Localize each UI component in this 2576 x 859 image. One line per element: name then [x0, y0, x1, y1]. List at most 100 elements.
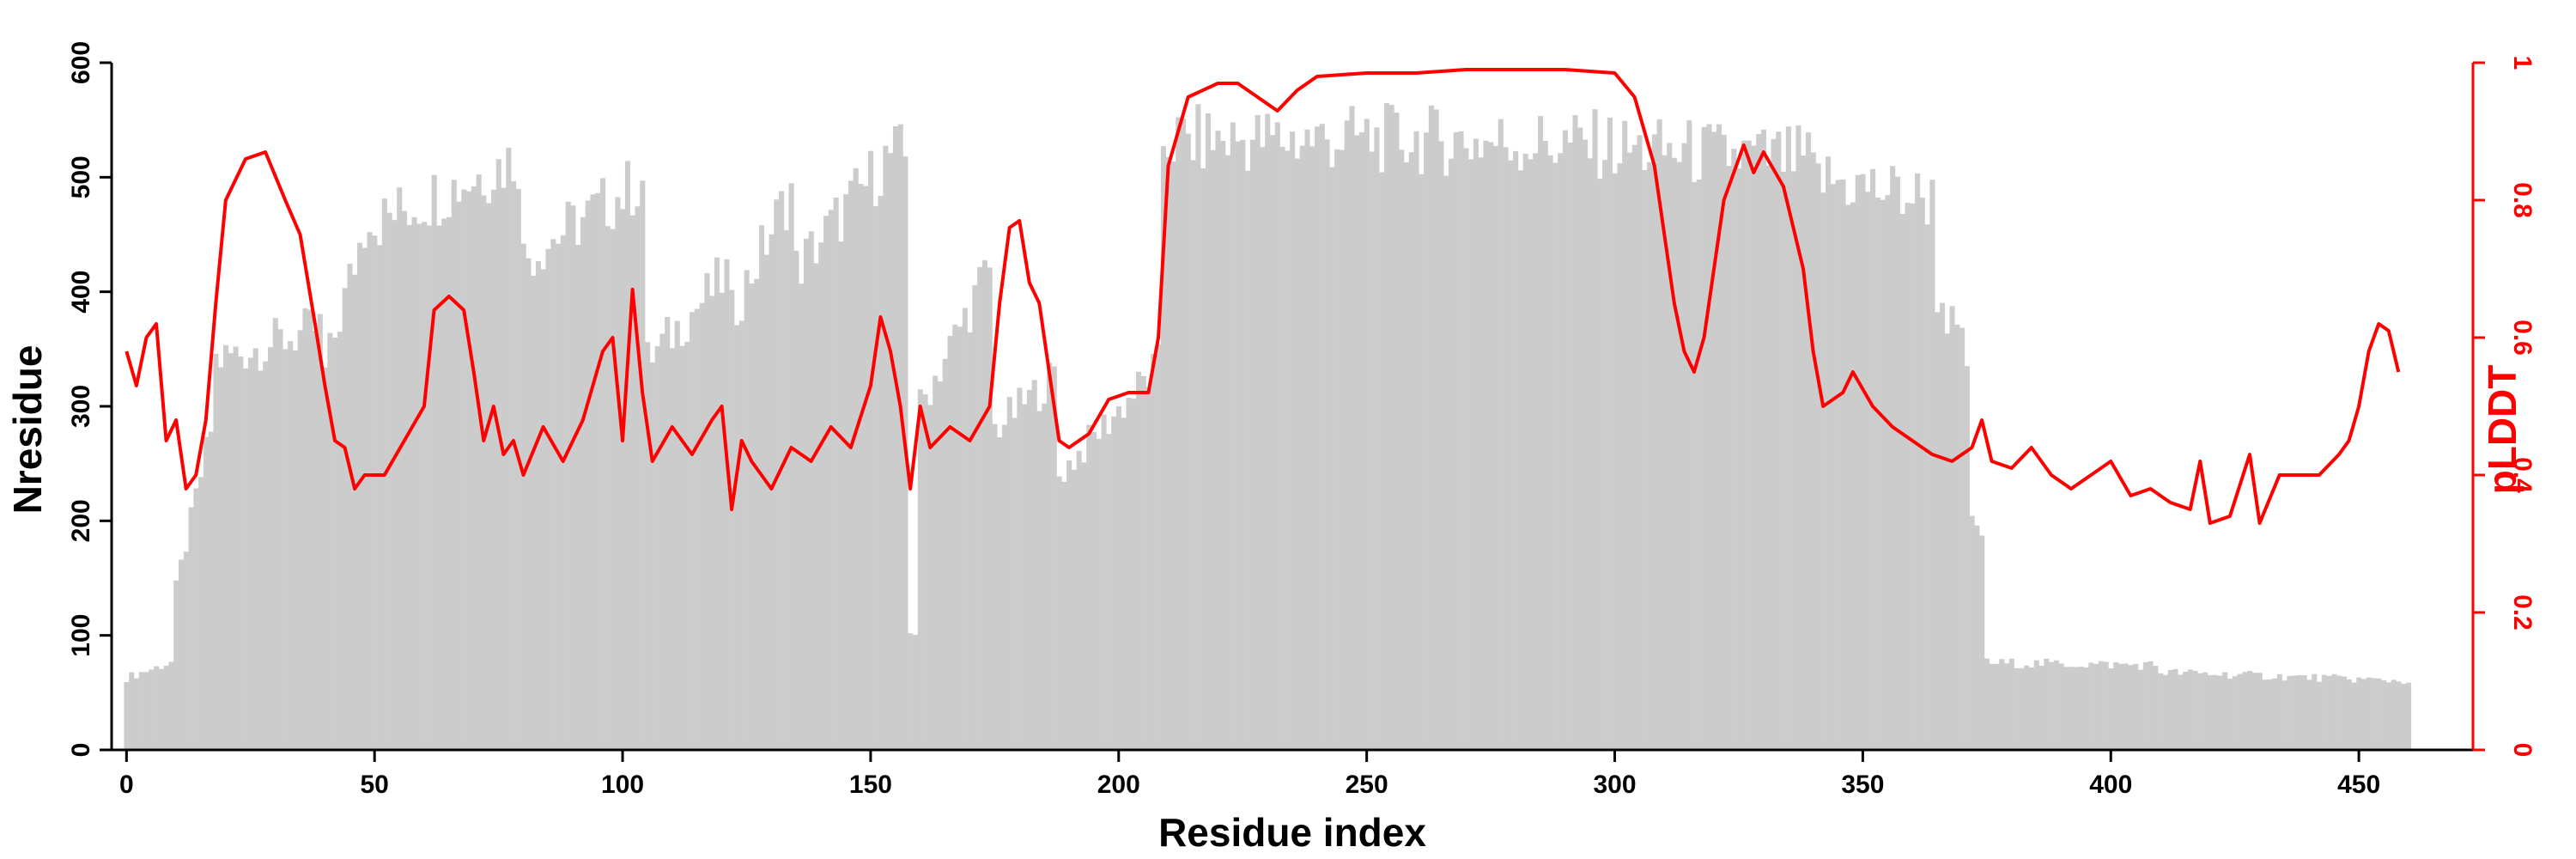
bar — [709, 295, 715, 750]
bar — [2356, 677, 2362, 750]
bar — [1537, 116, 1544, 751]
y-tick-label-left: 300 — [67, 385, 95, 428]
x-tick-label: 350 — [1841, 771, 1884, 799]
bar — [624, 161, 631, 750]
x-tick-label: 300 — [1593, 771, 1636, 799]
bar — [1676, 161, 1682, 750]
bar — [356, 242, 363, 750]
bar — [1741, 140, 1747, 750]
bar — [501, 187, 507, 751]
bar — [813, 263, 819, 750]
bar — [2267, 679, 2273, 750]
bar — [629, 215, 635, 750]
y-axis-title-left: Nresidue — [5, 345, 50, 515]
bar — [208, 431, 214, 750]
bar — [1383, 103, 1389, 750]
bar — [416, 223, 422, 750]
bar — [372, 235, 378, 751]
bar — [2381, 680, 2387, 750]
bar — [1533, 153, 1539, 750]
bar — [193, 488, 199, 750]
bar — [620, 209, 626, 751]
bar — [2262, 679, 2268, 750]
bar — [2162, 674, 2168, 750]
bar — [908, 633, 914, 750]
bar — [2237, 673, 2243, 750]
bar — [649, 362, 655, 750]
bar — [690, 312, 696, 750]
bar — [143, 672, 149, 750]
bar — [803, 238, 810, 750]
bar — [1830, 184, 1836, 750]
bar — [1215, 131, 1221, 750]
bar — [1126, 398, 1132, 750]
bar — [1637, 135, 1643, 751]
bar — [1612, 173, 1618, 751]
bar — [2276, 673, 2282, 750]
bar — [754, 278, 760, 750]
bar — [2336, 675, 2342, 750]
bar — [2306, 679, 2312, 750]
bar — [426, 225, 432, 750]
bar — [783, 230, 789, 750]
bar — [1066, 460, 1072, 750]
bar — [2108, 667, 2114, 750]
bar — [793, 250, 799, 750]
bar — [2287, 675, 2293, 750]
bar — [2103, 661, 2109, 750]
bar — [1765, 165, 1771, 750]
bar — [640, 180, 646, 750]
bar — [198, 477, 204, 750]
bar — [1885, 195, 1891, 750]
bar — [1136, 371, 1142, 750]
bar — [1453, 131, 1459, 750]
bar — [1081, 462, 1087, 750]
bar — [490, 189, 497, 751]
bar — [2167, 669, 2173, 750]
bar — [1240, 139, 1246, 750]
bar — [1145, 387, 1151, 750]
bar — [2069, 667, 2075, 750]
bar — [476, 174, 482, 750]
bar — [297, 330, 303, 750]
bar — [2044, 658, 2050, 750]
y-tick-label-left: 500 — [67, 155, 95, 198]
bar — [1424, 132, 1430, 751]
bar — [1935, 312, 1941, 750]
bar — [1185, 133, 1191, 750]
bar — [2341, 676, 2347, 750]
y-tick-label-right: 0.8 — [2508, 182, 2537, 218]
bar — [699, 302, 705, 750]
bar — [1776, 131, 1782, 751]
bar — [2207, 674, 2213, 750]
bar — [367, 232, 373, 750]
bar — [2128, 665, 2134, 750]
bar — [1230, 122, 1236, 750]
bar — [719, 292, 725, 750]
bar — [659, 333, 665, 750]
bar — [1210, 149, 1216, 751]
bar — [2321, 674, 2327, 750]
bar — [1115, 405, 1121, 750]
bar — [1408, 152, 1414, 750]
y-tick-label-left: 400 — [67, 271, 95, 314]
bar — [1974, 525, 1980, 750]
bar — [1835, 180, 1841, 751]
bar — [1036, 411, 1042, 750]
bar — [1701, 126, 1707, 750]
bar — [1592, 109, 1598, 751]
x-tick-label: 100 — [601, 771, 644, 799]
bar — [1815, 163, 1821, 750]
bar — [1929, 180, 1935, 751]
bar — [1329, 167, 1335, 751]
bar — [540, 269, 546, 750]
bar — [436, 225, 442, 751]
bar — [1315, 126, 1321, 750]
bar — [828, 210, 834, 750]
bar — [238, 356, 244, 750]
bar — [1528, 159, 1534, 750]
bar — [312, 331, 319, 750]
bar — [1339, 149, 1345, 750]
bar — [1031, 380, 1037, 750]
bar — [1498, 119, 1504, 751]
